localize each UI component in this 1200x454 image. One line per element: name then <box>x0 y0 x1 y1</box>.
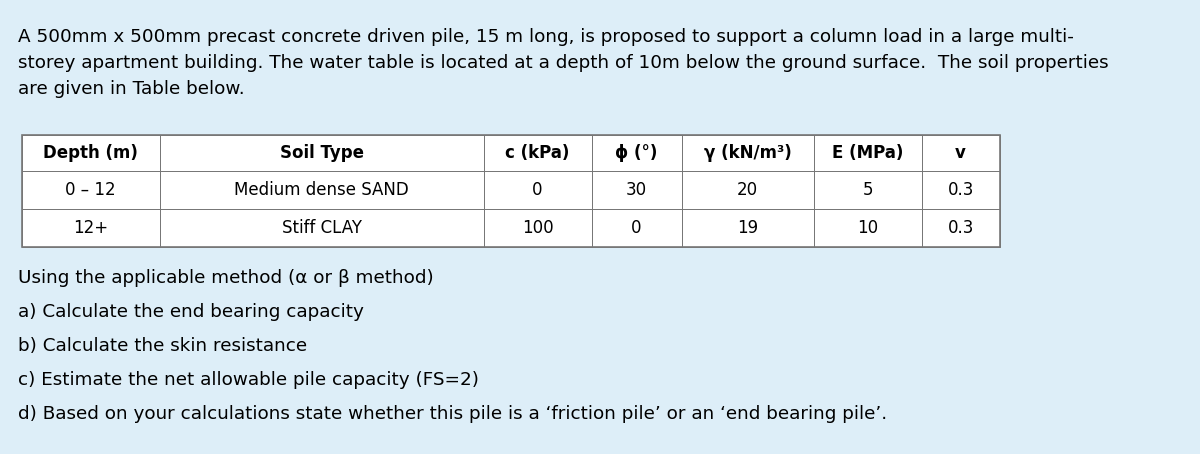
Text: 19: 19 <box>737 219 758 237</box>
Text: 0.3: 0.3 <box>948 181 973 199</box>
Bar <box>160 135 484 171</box>
Bar <box>922 209 1000 247</box>
Bar <box>160 171 484 209</box>
Text: 10: 10 <box>857 219 878 237</box>
Bar <box>22 209 160 247</box>
Text: storey apartment building. The water table is located at a depth of 10m below th: storey apartment building. The water tab… <box>18 54 1109 72</box>
Bar <box>814 171 922 209</box>
Bar <box>922 171 1000 209</box>
Text: 0.3: 0.3 <box>948 219 973 237</box>
Text: c) Estimate the net allowable pile capacity (FS=2): c) Estimate the net allowable pile capac… <box>18 371 479 389</box>
Bar <box>682 135 814 171</box>
Text: 20: 20 <box>737 181 758 199</box>
Bar <box>22 135 160 171</box>
Text: a) Calculate the end bearing capacity: a) Calculate the end bearing capacity <box>18 303 364 321</box>
Text: Soil Type: Soil Type <box>280 144 364 162</box>
Text: γ (kN/m³): γ (kN/m³) <box>703 144 792 162</box>
Text: 0 – 12: 0 – 12 <box>65 181 116 199</box>
Text: Using the applicable method (α or β method): Using the applicable method (α or β meth… <box>18 269 433 287</box>
Text: Stiff CLAY: Stiff CLAY <box>282 219 361 237</box>
Text: Depth (m): Depth (m) <box>43 144 138 162</box>
Text: d) Based on your calculations state whether this pile is a ‘friction pile’ or an: d) Based on your calculations state whet… <box>18 405 887 423</box>
Text: Medium dense SAND: Medium dense SAND <box>234 181 409 199</box>
Bar <box>22 171 160 209</box>
Text: b) Calculate the skin resistance: b) Calculate the skin resistance <box>18 337 307 355</box>
Text: c (kPa): c (kPa) <box>505 144 570 162</box>
Bar <box>814 135 922 171</box>
Text: A 500mm x 500mm precast concrete driven pile, 15 m long, is proposed to support : A 500mm x 500mm precast concrete driven … <box>18 28 1074 46</box>
Text: 100: 100 <box>522 219 553 237</box>
Text: E (MPa): E (MPa) <box>832 144 904 162</box>
Bar <box>484 171 592 209</box>
Bar <box>592 171 682 209</box>
Text: 5: 5 <box>863 181 872 199</box>
Bar <box>592 135 682 171</box>
Bar <box>484 209 592 247</box>
Bar <box>22 135 1000 247</box>
Text: 30: 30 <box>626 181 647 199</box>
Bar <box>682 171 814 209</box>
Text: v: v <box>955 144 966 162</box>
Text: 0: 0 <box>631 219 642 237</box>
Text: 0: 0 <box>533 181 542 199</box>
Bar <box>682 209 814 247</box>
Bar <box>922 135 1000 171</box>
Bar <box>160 209 484 247</box>
Bar <box>814 209 922 247</box>
Bar <box>484 135 592 171</box>
Text: ϕ (°): ϕ (°) <box>616 144 658 162</box>
Text: are given in Table below.: are given in Table below. <box>18 80 245 98</box>
Text: 12+: 12+ <box>73 219 108 237</box>
Bar <box>592 209 682 247</box>
